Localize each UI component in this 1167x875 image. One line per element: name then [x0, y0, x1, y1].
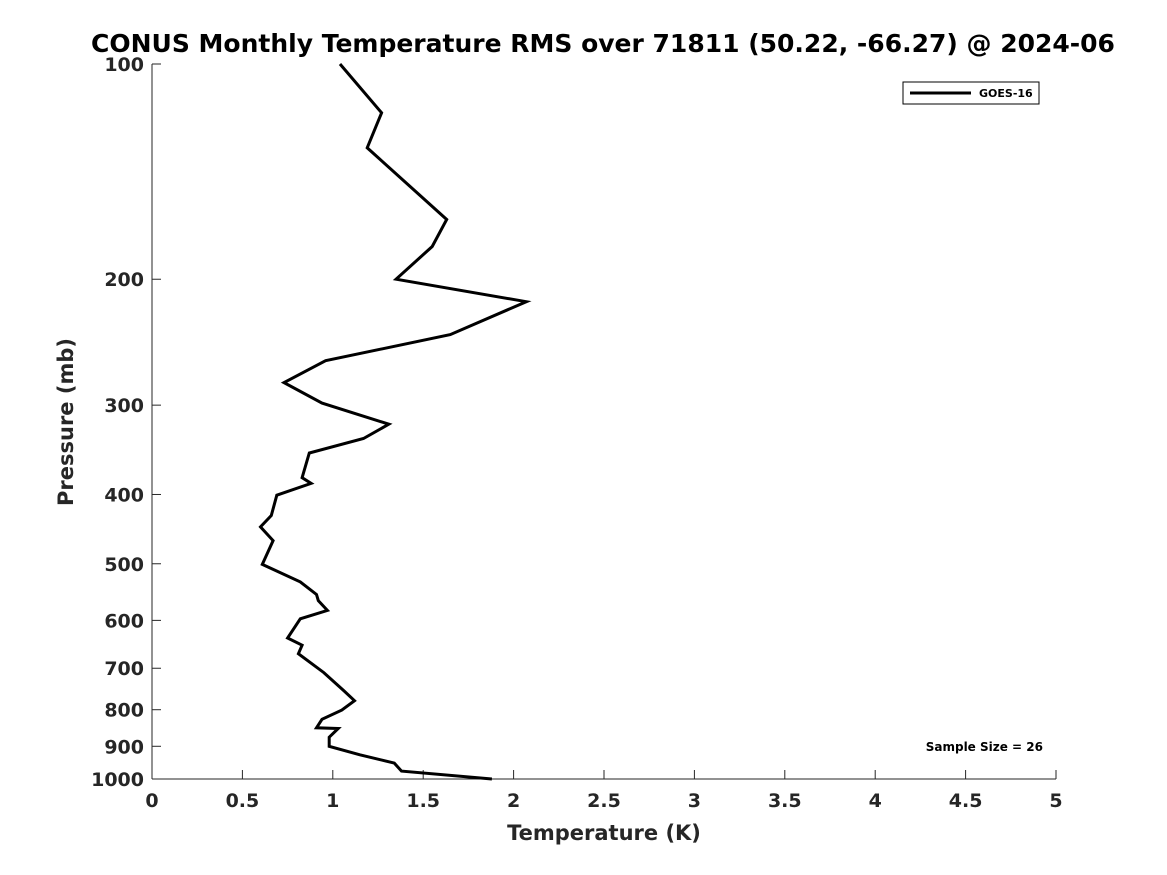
x-tick-label: 3.5 — [768, 790, 802, 812]
y-ticks: 100 200 300 400 500 600 700 800 900 1000 — [91, 54, 161, 791]
y-tick-label: 800 — [104, 700, 144, 722]
sample-size-annotation: Sample Size = 26 — [926, 740, 1043, 754]
x-tick-label: 2 — [507, 790, 520, 812]
x-ticks: 0 0.5 1 1.5 2 2.5 3 3.5 4 4.5 5 — [145, 770, 1063, 812]
y-tick-label: 200 — [104, 269, 144, 291]
legend: GOES-16 — [902, 81, 1040, 105]
y-tick-label: 500 — [104, 554, 144, 576]
chart-title: CONUS Monthly Temperature RMS over 71811… — [91, 29, 1115, 58]
x-tick-label: 0 — [145, 790, 158, 812]
x-tick-label: 3 — [688, 790, 701, 812]
x-axis-label: Temperature (K) — [507, 821, 701, 845]
y-axis-label: Pressure (mb) — [54, 338, 78, 506]
y-tick-label: 300 — [104, 395, 144, 417]
x-tick-label: 1 — [326, 790, 339, 812]
plot-area: 0 0.5 1 1.5 2 2.5 3 3.5 4 4.5 5 100 200 300 400 500 600… — [91, 54, 1063, 812]
y-tick-label: 1000 — [91, 769, 144, 791]
y-tick-label: 700 — [104, 658, 144, 680]
legend-label-goes-16: GOES-16 — [979, 87, 1033, 100]
series-group — [258, 63, 532, 781]
y-tick-label: 400 — [104, 484, 144, 506]
y-tick-label: 900 — [104, 736, 144, 758]
x-tick-label: 4.5 — [949, 790, 983, 812]
series-line-goes-16 — [258, 63, 532, 781]
x-tick-label: 5 — [1049, 790, 1062, 812]
x-tick-label: 0.5 — [226, 790, 260, 812]
x-tick-label: 2.5 — [587, 790, 621, 812]
x-tick-label: 1.5 — [406, 790, 440, 812]
y-tick-label: 100 — [104, 54, 144, 76]
x-tick-label: 4 — [869, 790, 882, 812]
y-tick-label: 600 — [104, 610, 144, 632]
